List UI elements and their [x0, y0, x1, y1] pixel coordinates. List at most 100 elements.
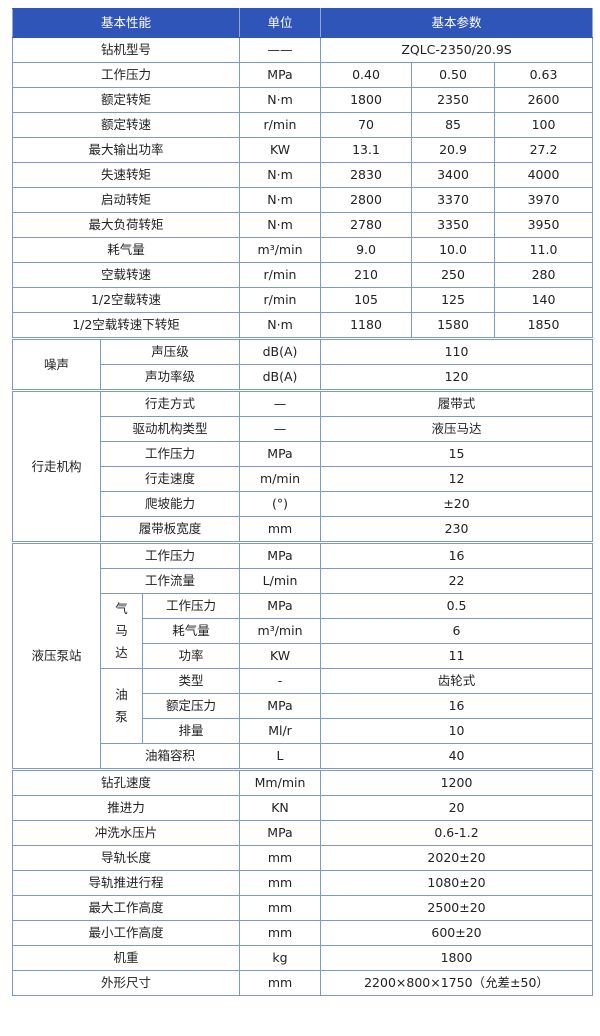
value-cell: 11	[320, 643, 594, 669]
row-label: 履带板宽度	[99, 516, 241, 543]
subgroup-label-char: 达	[115, 645, 128, 660]
table-row: 导轨长度 mm 2020±20	[11, 845, 594, 871]
value-cell: 3350	[411, 212, 496, 238]
table-row: 额定转矩 N·m 1800 2350 2600	[11, 87, 594, 113]
value-cell: 280	[494, 262, 594, 288]
row-label: 声压级	[99, 337, 241, 365]
value-cell: 3970	[494, 187, 594, 213]
row-label: 钻机型号	[11, 37, 241, 63]
unit-cell: r/min	[239, 287, 322, 313]
value-cell: 11.0	[494, 237, 594, 263]
value-cell: 140	[494, 287, 594, 313]
value-cell: 3400	[411, 162, 496, 188]
unit-cell: dB(A)	[239, 337, 322, 365]
unit-cell: mm	[239, 870, 322, 896]
table-row: 液压泵站 工作压力 MPa 16	[12, 541, 594, 770]
row-label: 工作流量	[99, 568, 241, 594]
row-label: 声功率级	[99, 364, 241, 391]
row-label: 最大输出功率	[11, 137, 241, 163]
value-cell: 100	[494, 112, 594, 138]
table-row: 油泵类型 - 齿轮式	[13, 668, 594, 744]
value-cell: 0.50	[411, 62, 496, 88]
unit-cell: kg	[239, 945, 322, 971]
unit-cell: m/min	[239, 466, 322, 492]
header-params: 基本参数	[320, 8, 594, 38]
value-cell: 250	[411, 262, 496, 288]
value-cell: 12	[320, 466, 594, 492]
value-cell: 1800	[320, 87, 413, 113]
value-cell: 10	[320, 718, 594, 744]
row-label: 失速转矩	[11, 162, 241, 188]
value-cell: 2020±20	[320, 845, 594, 871]
unit-cell: N·m	[239, 312, 322, 339]
row-label: 最大工作高度	[11, 895, 241, 921]
table-row: 爬坡能力 (°) ±20	[13, 491, 594, 517]
table-row: 噪声 声压级 dB(A) 110	[12, 337, 594, 391]
value-cell: 9.0	[320, 237, 413, 263]
row-label: 耗气量	[141, 618, 241, 644]
unit-cell: KN	[239, 795, 322, 821]
subgroup-label-char: 气	[115, 601, 128, 616]
row-label: 1/2空载转速	[11, 287, 241, 313]
row-label: 类型	[141, 668, 241, 694]
row-label: 1/2空载转速下转矩	[11, 312, 241, 339]
row-label: 外形尺寸	[11, 970, 241, 996]
unit-cell: MPa	[239, 62, 322, 88]
value-cell: 110	[320, 337, 594, 365]
value-cell: ZQLC-2350/20.9S	[320, 37, 594, 63]
table-row: 最大负荷转矩 N·m 2780 3350 3950	[11, 212, 594, 238]
unit-cell: m³/min	[239, 618, 322, 644]
unit-cell: MPa	[239, 693, 322, 719]
row-label: 工作压力	[141, 593, 241, 619]
unit-cell: —	[239, 416, 322, 442]
row-label: 导轨推进行程	[11, 870, 241, 896]
unit-cell: r/min	[239, 112, 322, 138]
table-row: 最小工作高度 mm 600±20	[11, 920, 594, 946]
value-cell: 40	[320, 743, 594, 770]
row-label: 工作压力	[99, 441, 241, 467]
table-row: 行走速度 m/min 12	[13, 466, 594, 492]
value-cell: 10.0	[411, 237, 496, 263]
table-row: 工作压力 MPa 0.40 0.50 0.63	[11, 62, 594, 88]
value-cell: 27.2	[494, 137, 594, 163]
table-row: 机重 kg 1800	[11, 945, 594, 971]
unit-cell: MPa	[239, 820, 322, 846]
row-label: 导轨长度	[11, 845, 241, 871]
row-label: 排量	[141, 718, 241, 744]
row-label: 行走速度	[99, 466, 241, 492]
header-performance: 基本性能	[11, 8, 241, 38]
table-row: 工作压力 MPa 15	[13, 441, 594, 467]
spec-table: 基本性能 单位 基本参数 钻机型号 —— ZQLC-2350/20.9S 工作压力 MP…	[11, 8, 594, 996]
unit-cell: N·m	[239, 162, 322, 188]
table-row: 最大输出功率 KW 13.1 20.9 27.2	[11, 137, 594, 163]
row-label: 油箱容积	[99, 743, 241, 770]
subgroup-label-char: 泵	[115, 709, 128, 724]
unit-cell: dB(A)	[239, 364, 322, 391]
value-cell: 2600	[494, 87, 594, 113]
value-cell: 20.9	[411, 137, 496, 163]
value-cell: 0.63	[494, 62, 594, 88]
table-row: 耗气量 m³/min 6	[13, 618, 594, 644]
value-cell: 2500±20	[320, 895, 594, 921]
value-cell: 履带式	[320, 389, 594, 417]
value-cell: 0.40	[320, 62, 413, 88]
unit-cell: MPa	[239, 541, 322, 569]
unit-cell: Ml/r	[239, 718, 322, 744]
table-row: 行走机构 行走方式 — 履带式	[12, 389, 594, 543]
value-cell: 1200	[320, 768, 594, 796]
table-row: 额定转速 r/min 70 85 100	[11, 112, 594, 138]
table-row: 冲洗水压片 MPa 0.6-1.2	[11, 820, 594, 846]
value-cell: 16	[320, 693, 594, 719]
value-cell: 1800	[320, 945, 594, 971]
value-cell: 15	[320, 441, 594, 467]
section-label: 噪声	[12, 337, 101, 391]
table-row: 驱动机构类型 — 液压马达	[13, 416, 594, 442]
subgroup-label: 油泵	[100, 668, 143, 744]
value-cell: 230	[320, 516, 594, 543]
table-row: 耗气量 m³/min 9.0 10.0 11.0	[11, 237, 594, 263]
value-cell: 3370	[411, 187, 496, 213]
value-cell: 1580	[411, 312, 496, 339]
unit-cell: mm	[239, 920, 322, 946]
unit-cell: N·m	[239, 187, 322, 213]
value-cell: 2830	[320, 162, 413, 188]
